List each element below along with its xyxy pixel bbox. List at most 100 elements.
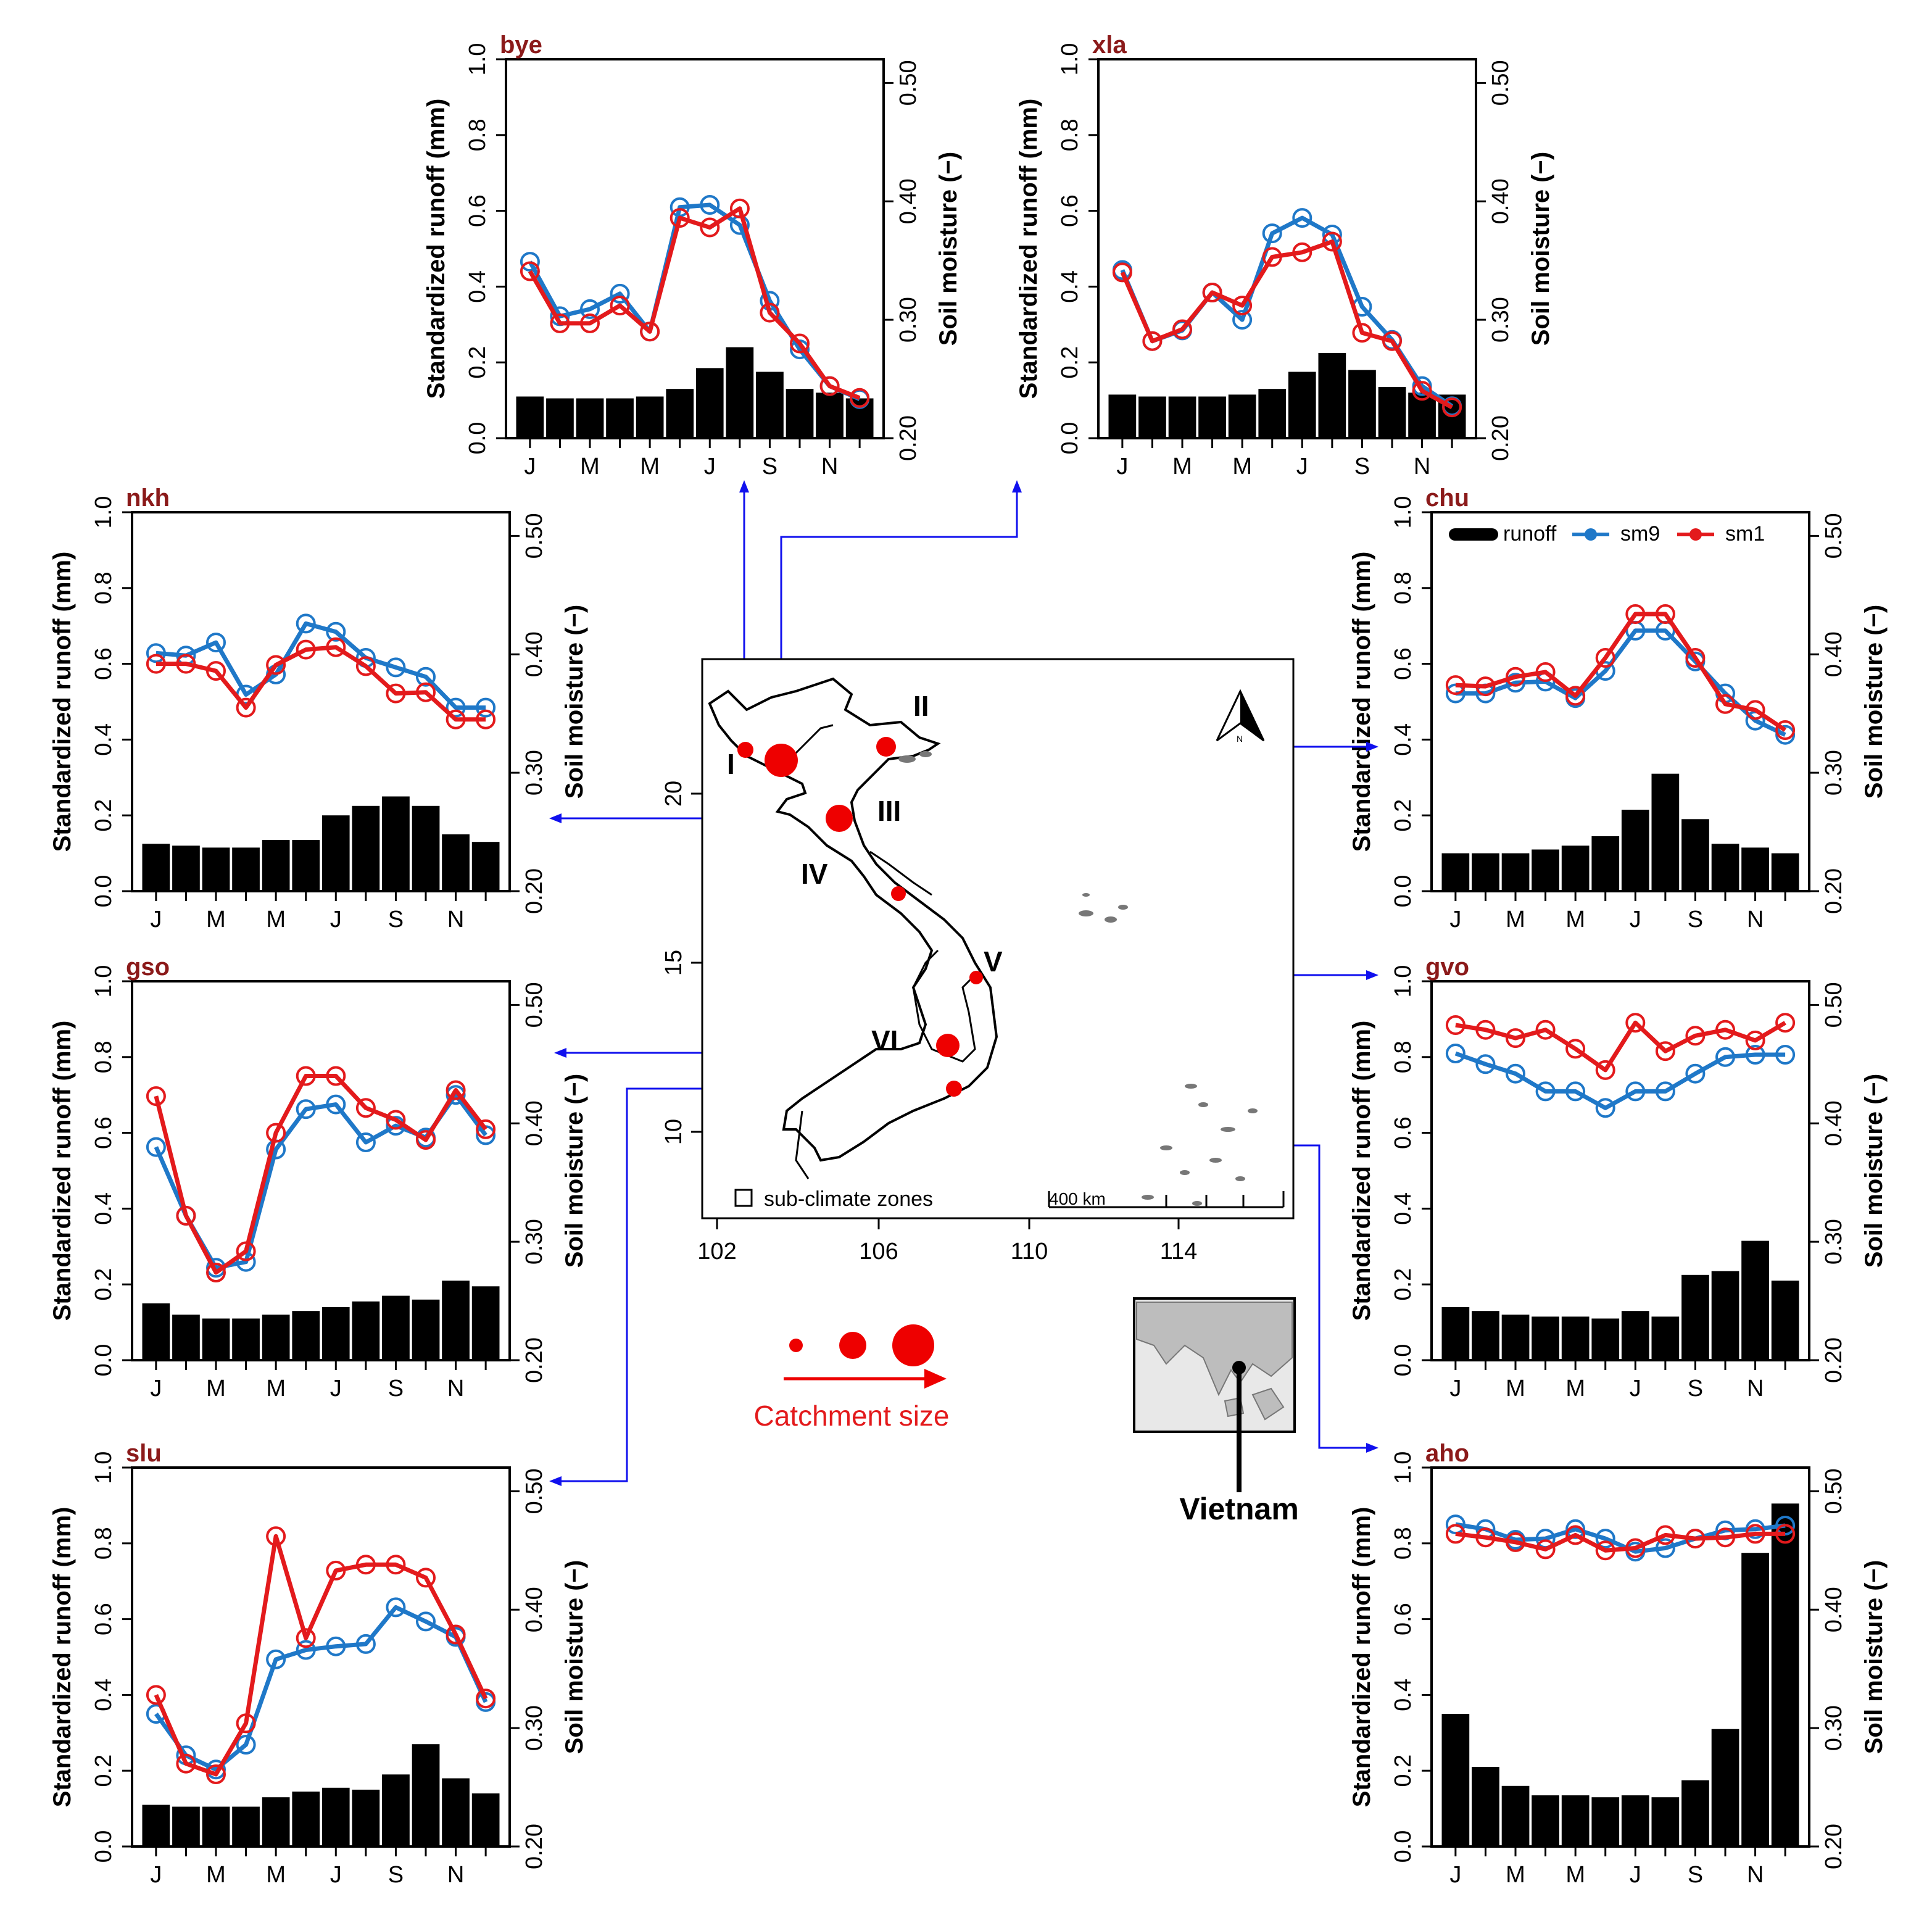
runoff-bar	[1532, 1316, 1559, 1360]
catchment-size-legend: Catchment size	[753, 1324, 950, 1432]
runoff-bar	[172, 1806, 200, 1846]
runoff-bar	[1741, 1240, 1769, 1360]
x-tick-label: M	[1232, 454, 1252, 480]
runoff-bar	[1501, 853, 1530, 891]
runoff-bar	[1591, 836, 1620, 891]
sm1-point	[550, 313, 570, 333]
sm9-point	[1745, 1045, 1765, 1065]
sm9-point	[1685, 1063, 1706, 1084]
runoff-bar	[1771, 1281, 1799, 1360]
scale-bar	[1048, 1191, 1285, 1208]
left-tick-label: 1.0	[1390, 496, 1416, 529]
sm9-point	[1535, 1081, 1556, 1102]
sm1-point	[1445, 1524, 1466, 1544]
panel-title: gvo	[1425, 953, 1469, 981]
x-tick-label: J	[704, 454, 716, 480]
sm9-point	[206, 633, 226, 653]
sm9-point	[1595, 1098, 1615, 1118]
sm9-point	[416, 667, 436, 687]
right-tick-label: 0.40	[521, 1100, 547, 1146]
panels: 0.0 0.2 0.4 0.6 0.8 1.0 0.20 0.30 0.40 0.50 J M M J S N…	[49, 31, 1888, 1888]
sm1-point	[1715, 1020, 1735, 1040]
x-tick-label: J	[1630, 1862, 1641, 1888]
map-axis-ticks	[691, 792, 1180, 1229]
plot-frame	[1430, 980, 1810, 1361]
runoff-bar	[292, 1311, 320, 1360]
right-axis-title: Soil moisture (−)	[1860, 1560, 1888, 1755]
left-axis-title: Standardized runoff (mm)	[49, 552, 76, 852]
runoff-bar	[1472, 1311, 1499, 1360]
runoff-bar	[1348, 370, 1376, 438]
sm9-point	[1595, 1529, 1615, 1549]
sm9-point	[1565, 1081, 1586, 1102]
runoff-bar	[232, 847, 260, 891]
right-tick-label: 0.30	[1821, 750, 1847, 795]
right-tick-label: 0.50	[521, 1468, 547, 1514]
sm9-point	[386, 657, 406, 678]
sm9-point	[1292, 208, 1312, 228]
sm9-point	[266, 1649, 286, 1669]
x-tick-label: M	[266, 907, 286, 933]
sm1-point	[266, 1123, 286, 1143]
sm1-point	[1506, 1532, 1525, 1552]
sm9-point	[1655, 1538, 1675, 1558]
sm1-point	[1745, 1524, 1765, 1544]
runoff-bar	[442, 1778, 470, 1846]
island	[919, 751, 932, 757]
plot-frame	[1430, 511, 1810, 892]
catchment-slu	[946, 1081, 962, 1097]
runoff-bar	[1168, 396, 1196, 438]
runoff-bar	[576, 398, 604, 438]
zone-label-iv: IV	[801, 858, 828, 890]
runoff-bar	[1258, 389, 1287, 438]
sm1-point	[760, 302, 780, 323]
north-arrow-fill-icon	[1240, 691, 1264, 741]
x-tick-label: M	[1172, 454, 1192, 480]
sm9-point	[326, 1636, 346, 1656]
x-tick-label: S	[1688, 907, 1703, 933]
sm1-point	[355, 1555, 376, 1575]
sm1-point	[1535, 662, 1556, 682]
island	[1118, 905, 1128, 910]
runoff-bar	[756, 372, 784, 438]
runoff-bar	[1501, 1785, 1530, 1846]
left-tick-label: 0.2	[1057, 346, 1083, 379]
sm1-point	[1142, 331, 1163, 351]
left-tick-label: 0.0	[1390, 1830, 1416, 1863]
legend-sm1-marker	[1689, 528, 1702, 541]
sm9-point	[1775, 1045, 1796, 1065]
island	[1221, 1127, 1235, 1132]
left-tick-label: 0.4	[91, 723, 117, 756]
x-tick-label: N	[1747, 1862, 1764, 1888]
panel-bye: 0.0 0.2 0.4 0.6 0.8 1.0 0.20 0.30 0.40 0.50 J M M J S N…	[423, 31, 962, 480]
sm1-point	[1685, 648, 1706, 668]
runoff-bar	[262, 1797, 290, 1846]
plot-frame	[131, 980, 511, 1361]
island	[1192, 1201, 1202, 1206]
zone-label-v: V	[984, 945, 1003, 978]
runoff-bar	[636, 396, 664, 438]
legend-sm1-label: sm1	[1725, 522, 1765, 546]
sm1-point	[1595, 1540, 1615, 1561]
left-tick-label: 0.0	[1390, 875, 1416, 908]
runoff-bar	[202, 847, 230, 891]
sm1-point	[1202, 283, 1222, 302]
sm1-point	[176, 1205, 196, 1226]
left-tick-label: 0.0	[91, 1344, 117, 1377]
left-tick-label: 1.0	[1390, 965, 1416, 998]
right-tick-label: 0.30	[895, 297, 921, 343]
right-tick-label: 0.40	[1821, 631, 1847, 677]
sm9-point	[1475, 1054, 1496, 1074]
left-tick-label: 0.0	[91, 1830, 117, 1863]
runoff-bar	[1288, 372, 1316, 438]
left-tick-label: 0.8	[91, 571, 117, 604]
right-tick-label: 0.20	[895, 415, 921, 461]
right-tick-label: 0.30	[521, 750, 547, 795]
arrow-gso	[554, 1048, 566, 1058]
left-tick-label: 0.8	[1390, 1041, 1416, 1073]
right-axis-title: Soil moisture (−)	[1860, 605, 1888, 799]
x-tick-label: N	[1747, 1376, 1764, 1402]
sm9-point	[1655, 1081, 1675, 1102]
runoff-bar	[412, 1299, 440, 1360]
sm1-point	[1565, 1039, 1586, 1059]
